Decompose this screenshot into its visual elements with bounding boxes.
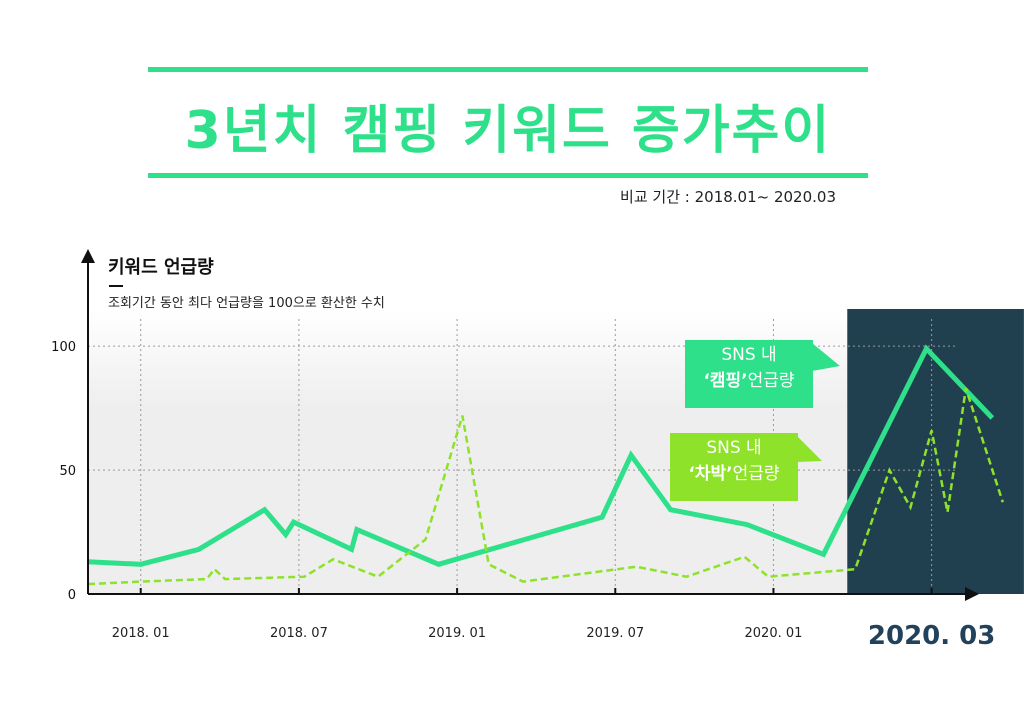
callout-chabak-tail	[797, 436, 822, 462]
x-tick-label-201901: 2019. 01	[428, 626, 486, 641]
page-title: 3년치 캠핑 키워드 증가추이	[184, 101, 832, 161]
x-tick-label-202001: 2020. 01	[745, 626, 803, 641]
callout-camping-tail	[812, 343, 840, 371]
x-tick-label-201807: 2018. 07	[270, 626, 328, 641]
callout-camping: SNS 내 ‘캠핑’언급량	[685, 340, 813, 408]
x-tick-label-202003: 2020. 03	[868, 621, 995, 651]
series-line-camping	[87, 344, 995, 567]
y-axis-note: 조회기간 동안 최다 언급량을 100으로 환산한 수치	[108, 296, 385, 311]
callout-camping-line1: SNS 내	[721, 345, 777, 365]
y-axis-title: 키워드 언급량	[108, 257, 214, 278]
comparison-period: 비교 기간 : 2018.01~ 2020.03	[620, 188, 836, 206]
callout-chabak-keyword: ‘차박’	[688, 464, 733, 484]
series-line-chabak	[87, 387, 1004, 586]
callout-chabak-line1: SNS 내	[706, 438, 762, 458]
title-rule-top	[148, 67, 868, 72]
y-axis-title-dash	[109, 285, 123, 287]
callout-camping-suffix: 언급량	[747, 371, 795, 391]
callout-chabak-suffix: 언급량	[732, 464, 780, 484]
title-rule-bottom	[148, 173, 868, 178]
y-tick-label-0: 0	[68, 588, 76, 603]
x-tick-label-201907: 2019. 07	[586, 626, 644, 641]
callout-camping-line2: ‘캠핑’언급량	[685, 368, 813, 394]
callout-chabak: SNS 내 ‘차박’언급량	[670, 433, 798, 501]
callout-chabak-line2: ‘차박’언급량	[670, 461, 798, 487]
x-tick-label-201801: 2018. 01	[112, 626, 170, 641]
callout-camping-keyword: ‘캠핑’	[703, 371, 748, 391]
y-tick-label-100: 100	[51, 340, 76, 355]
y-tick-label-50: 50	[59, 464, 76, 479]
